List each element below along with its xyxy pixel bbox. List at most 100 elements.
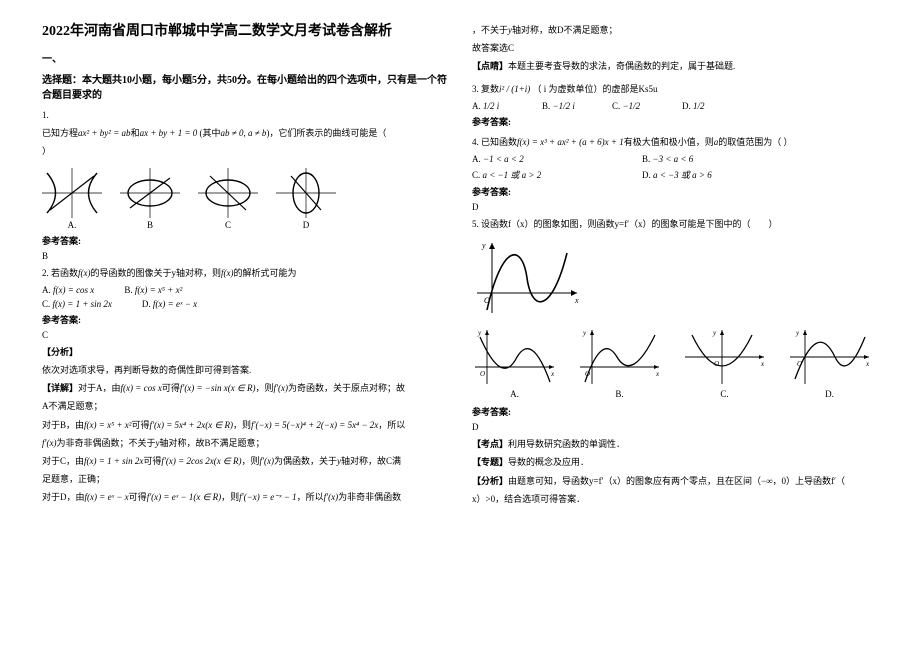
c2c: 轴对称，故D不满足题意； [512, 25, 618, 35]
q4ocl: C. [472, 170, 480, 180]
q4-opts-2: C. a < −1 或 a > 2 D. a < −3 或 a > 6 [472, 168, 878, 181]
q2-da5: ，则 [256, 383, 274, 393]
q2-dc4: f′(x) = 2cos 2x(x ∈ R) [161, 456, 241, 466]
q2-oc-e: f(x) = 1 + sin 2x [53, 299, 112, 309]
q2-text-c: 的解析式可能为 [234, 268, 297, 278]
q4c: 的取值范围为（ ） [718, 137, 792, 147]
q4oal: A. [472, 154, 481, 164]
q4odl: D. [642, 170, 651, 180]
q2-dd5: ，则 [221, 492, 239, 502]
q5-fig-a: xyO A. [472, 327, 557, 399]
q4b: 有极大值和极小值，则 [624, 137, 714, 147]
q4-ans: D [472, 202, 878, 212]
cubic-graph-icon: x y O [472, 238, 582, 318]
q5-subject: 【专题】导数的概念及应用． [472, 454, 878, 470]
q2-oc-l: C. [42, 299, 50, 309]
q1-close: ） [42, 143, 448, 159]
q4e: f(x) = x³ + ax² + (a + 6)x + 1 [517, 137, 624, 147]
q2-dd2: f(x) = eˣ − x [85, 492, 129, 502]
q2-dc7: 为偶函数，关于 [274, 456, 337, 466]
q3n: 3. [472, 84, 479, 94]
q2-da3: 可得 [162, 383, 180, 393]
q2-ob-e: f(x) = x⁵ + x² [135, 285, 182, 295]
deriv-c-icon: xyO [682, 327, 767, 387]
q5-fig-d: xyO D. [787, 327, 872, 399]
q4-opts-1: A. −1 < a < 2 B. −3 < a < 6 [472, 154, 878, 164]
q1-stem: 1. [42, 107, 448, 123]
q5lb: B. [615, 389, 623, 399]
deriv-d-icon: xyO [787, 327, 872, 387]
q2-oa-l: A. [42, 285, 51, 295]
q1-fig-b: B [120, 168, 180, 230]
q3obv: −1/2 i [553, 101, 575, 111]
q2-ob-l: B. [124, 285, 132, 295]
q1-text-a: 已知方程 [42, 128, 78, 138]
q2-text-b: 的导函数的图像关于y轴对称，则 [91, 268, 222, 278]
q3obl: B. [542, 101, 550, 111]
q3odl: D. [682, 101, 691, 111]
q5-fig-b: xyO B. [577, 327, 662, 399]
q3oav: 1/2 i [483, 101, 499, 111]
q5lc: C. [720, 389, 728, 399]
q2-dc6: f′(x) [260, 456, 274, 466]
q2-db4: f′(x) = 5x⁴ + 2x(x ∈ R) [149, 420, 233, 430]
svg-text:O: O [480, 370, 485, 378]
q5-topic: 【考点】利用导数研究函数的单调性． [472, 436, 878, 452]
q2-cont: ，不关于y轴对称，故D不满足题意； [472, 22, 878, 38]
c2a: ，不关于 [472, 25, 508, 35]
q2-dh: 【详解】 [42, 383, 78, 393]
q2-opt-c: C. f(x) = 1 + sin 2x [42, 299, 112, 309]
q2-db2: f(x) = x⁵ + x² [84, 420, 131, 430]
q5sh: 【专题】 [472, 457, 508, 467]
q5n: 5. [472, 219, 479, 229]
q1-text-d: )，它们所表示的曲线可能是（ [266, 128, 386, 138]
q4n: 4. [472, 137, 479, 147]
q1-fig-d: D [276, 168, 336, 230]
q2-od-e: f(x) = eˣ − x [153, 299, 197, 309]
q4obv: −3 < a < 6 [653, 154, 694, 164]
q1-ans: B [42, 251, 448, 261]
c2ph: 【点睛】 [472, 61, 508, 71]
q3-opts: A. 1/2 i B. −1/2 i C. −1/2 D. 1/2 [472, 101, 878, 111]
q5ab1: 由题意可知，导函数y=f′（x）的图象应有两个零点，且在区间（−∞，0）上导函数… [508, 476, 845, 486]
q2-opt-b: B. f(x) = x⁵ + x² [124, 285, 182, 295]
q2-text-a: 若函数 [51, 268, 78, 278]
q1-num: 1. [42, 110, 49, 120]
q1-fig-a: A. [42, 168, 102, 230]
q2-dc1: 对于C，由 [42, 456, 84, 466]
right-column: ，不关于y轴对称，故D不满足题意； 故答案选C 【点睛】本题主要考查导数的求法，… [460, 20, 890, 631]
q3odv: 1/2 [693, 101, 705, 111]
q4-stem: 4. 已知函数f(x) = x³ + ax² + (a + 6)x + 1有极大… [472, 134, 878, 150]
q5ld: D. [825, 389, 834, 399]
q3-ob: B. −1/2 i [542, 101, 582, 111]
q3-oc: C. −1/2 [612, 101, 652, 111]
q5-options-graphs: xyO A. xyO B. xyO C. [472, 327, 878, 399]
q1-label-b: B [147, 220, 153, 230]
q1-cond: ab ≠ 0, a ≠ b [221, 128, 267, 138]
q2-dc3: 可得 [143, 456, 161, 466]
section1-desc: 选择题：本大题共10小题，每小题5分，共50分。在每小题给出的四个选项中，只有是… [42, 71, 448, 101]
ellipse-line2-icon [198, 168, 258, 218]
q2-concl: 故答案选C [472, 40, 878, 56]
q5-ans: D [472, 422, 878, 432]
q1-text-c: (其中 [197, 128, 220, 138]
q2-fx2: f(x) [221, 268, 234, 278]
hyperbola-pair-icon [42, 168, 102, 218]
q3ocl: C. [612, 101, 620, 111]
deriv-a-icon: xyO [472, 327, 557, 387]
deriv-b-icon: xyO [577, 327, 662, 387]
q4oav: −1 < a < 2 [483, 154, 524, 164]
q2-opt-d: D. f(x) = eˣ − x [142, 299, 197, 309]
q2-ans-label: 参考答案: [42, 313, 448, 326]
q1-expr1: ax² + by² = ab [78, 128, 131, 138]
q2-opt-a: A. f(x) = cos x [42, 285, 94, 295]
left-column: 2022年河南省周口市郸城中学高二数学文月考试卷含解析 一、 选择题：本大题共1… [30, 20, 460, 631]
q5-analysis: 【分析】由题意可知，导函数y=f′（x）的图象应有两个零点，且在区间（−∞，0）… [472, 473, 878, 489]
q2-detail-c: 对于C，由f(x) = 1 + sin 2x可得f′(x) = 2cos 2x(… [42, 453, 448, 469]
q2-dd3: 可得 [129, 492, 147, 502]
q3-ans-label: 参考答案: [472, 115, 878, 128]
q3a: 复数 [481, 84, 499, 94]
q2-opts-row2: C. f(x) = 1 + sin 2x D. f(x) = eˣ − x [42, 299, 448, 309]
q1-expr2: ax + by + 1 = 0 [140, 128, 198, 138]
q2-dd1: 对于D，由 [42, 492, 85, 502]
